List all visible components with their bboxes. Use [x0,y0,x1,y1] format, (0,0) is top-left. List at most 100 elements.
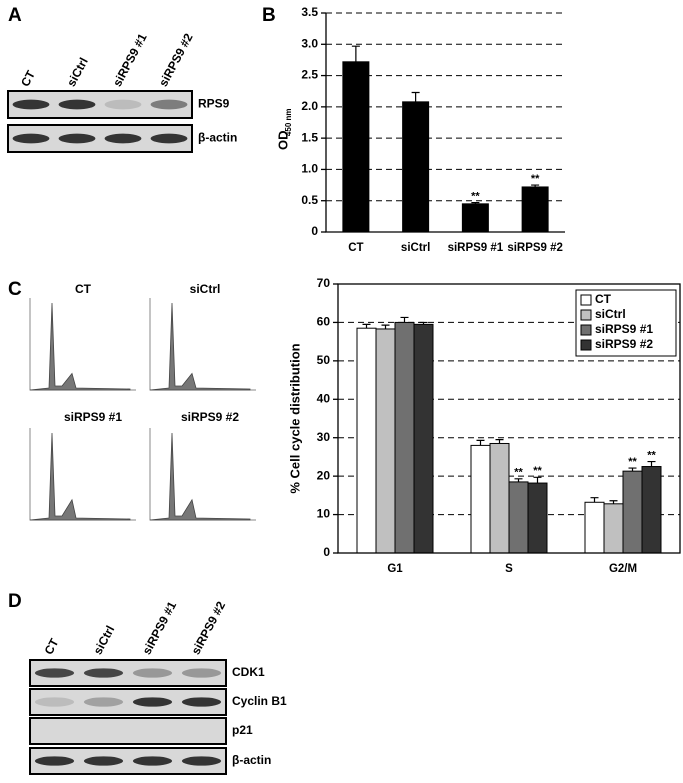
legend-swatch [580,339,592,351]
error-bar [471,201,480,204]
blot-band [104,133,142,144]
blot-band [12,99,50,110]
axes [325,13,565,233]
y-axis-label-subscript: 450 nm [284,109,293,137]
panel-letter: C [8,279,22,300]
blot-row-label: p21 [232,723,253,737]
flow-histogram [29,302,131,391]
lane-label: siRPS9 #1 [140,599,180,657]
legend-label: siRPS9 #2 [595,337,653,351]
error-bar [362,323,371,329]
lane-label: siCtrl [91,623,118,657]
y-tick-label: 40 [317,391,331,405]
x-tick-label: siRPS9 #1 [448,242,504,254]
error-bar [647,460,656,467]
blot-band [34,697,75,707]
x-tick-label: siCtrl [401,242,430,254]
blot-band [132,697,173,707]
significance: ** [471,190,480,202]
legend-swatch [580,324,592,336]
flow-histogram [149,432,251,521]
x-tick-label: CT [348,242,363,254]
error-bar [351,45,360,62]
blot-strip [29,717,227,745]
bar [527,482,548,554]
y-axis-label: OD [275,131,290,151]
blot-band [181,697,222,707]
bar [584,501,605,554]
blot-band [83,668,124,678]
y-axis-label: % Cell cycle distribution [287,343,302,493]
bar [461,203,489,233]
y-tick-label: 10 [317,507,331,521]
flow-label: siCtrl [190,282,221,296]
error-bar [514,478,523,482]
plot-frame [337,283,681,554]
legend-label: siRPS9 #1 [595,322,653,336]
error-bar [495,439,504,444]
blot-row-label: β-actin [198,131,237,145]
lane-label: siRPS9 #2 [189,599,229,657]
error-bar [533,476,542,484]
blot-band [150,133,188,144]
bar [641,466,662,554]
error-bar [411,91,420,102]
bar [470,444,491,554]
blot-band [181,756,222,766]
flow-histogram [149,302,251,391]
flow-axes [149,298,256,391]
legend-label: CT [595,292,612,306]
bar [413,323,434,554]
blot-band [34,756,75,766]
panel-letter: D [8,591,22,612]
blot-band [83,756,124,766]
blot-row-label: RPS9 [198,97,230,111]
blot-band [132,668,173,678]
y-tick-label: 60 [317,315,331,329]
bar [394,321,415,554]
flow-histogram [29,432,131,521]
lane-label: CT [18,68,38,89]
flow-axes [29,428,136,521]
error-bar [381,324,390,329]
bar [402,101,430,233]
flow-label: siRPS9 #1 [64,410,122,424]
error-bar [590,497,599,503]
significance: ** [514,467,523,479]
blot-row-label: CDK1 [232,665,265,679]
legend-swatch [580,309,592,321]
x-tick-label: S [505,563,513,575]
flow-label: siRPS9 #2 [181,410,239,424]
y-tick-label: 1.0 [301,162,318,176]
bar [622,470,643,554]
y-tick-label: 0 [311,224,318,238]
error-bar [419,321,428,325]
significance: ** [533,465,542,477]
blot-band [150,99,188,110]
x-tick-label: G1 [387,563,403,575]
lane-label: siRPS9 #1 [110,31,150,89]
error-bar [609,500,618,504]
y-tick-label: 3.0 [301,36,318,50]
bar [603,503,624,554]
error-bar [628,467,637,472]
bar [356,327,377,554]
blot-band [83,697,124,707]
significance: ** [628,456,637,468]
blot-row-label: Cyclin B1 [232,694,287,708]
error-bar [476,439,485,446]
lane-label: siCtrl [64,55,91,89]
flow-axes [149,428,256,521]
significance: ** [647,449,656,461]
blot-band [58,133,96,144]
bar [521,186,549,233]
y-tick-label: 2.0 [301,99,318,113]
y-tick-label: 2.5 [301,68,318,82]
blot-band [34,668,75,678]
lane-label: siRPS9 #2 [156,31,196,89]
blot-band [181,668,222,678]
flow-label: CT [75,282,92,296]
significance: ** [531,173,540,185]
panel-letter: A [8,5,22,26]
x-tick-label: siRPS9 #2 [507,242,563,254]
